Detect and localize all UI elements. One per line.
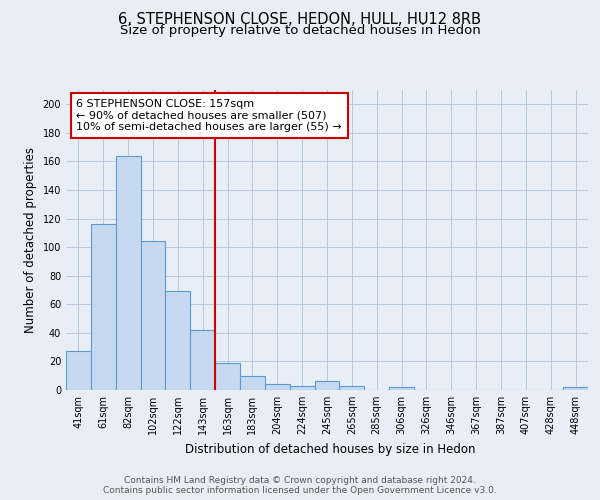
Text: Contains HM Land Registry data © Crown copyright and database right 2024.: Contains HM Land Registry data © Crown c… <box>124 476 476 485</box>
Text: 6, STEPHENSON CLOSE, HEDON, HULL, HU12 8RB: 6, STEPHENSON CLOSE, HEDON, HULL, HU12 8… <box>119 12 482 28</box>
Bar <box>166 292 190 390</box>
Bar <box>240 376 265 390</box>
Bar <box>265 384 290 390</box>
Text: Distribution of detached houses by size in Hedon: Distribution of detached houses by size … <box>185 442 475 456</box>
Bar <box>215 363 240 390</box>
Bar <box>290 386 314 390</box>
Bar <box>66 352 91 390</box>
Text: Contains public sector information licensed under the Open Government Licence v3: Contains public sector information licen… <box>103 486 497 495</box>
Bar <box>314 382 340 390</box>
Bar <box>389 387 414 390</box>
Bar <box>91 224 116 390</box>
Text: Size of property relative to detached houses in Hedon: Size of property relative to detached ho… <box>119 24 481 37</box>
Bar <box>116 156 140 390</box>
Bar <box>563 387 588 390</box>
Bar <box>140 242 166 390</box>
Text: 6 STEPHENSON CLOSE: 157sqm
← 90% of detached houses are smaller (507)
10% of sem: 6 STEPHENSON CLOSE: 157sqm ← 90% of deta… <box>76 99 342 132</box>
Bar <box>340 386 364 390</box>
Y-axis label: Number of detached properties: Number of detached properties <box>24 147 37 333</box>
Bar <box>190 330 215 390</box>
